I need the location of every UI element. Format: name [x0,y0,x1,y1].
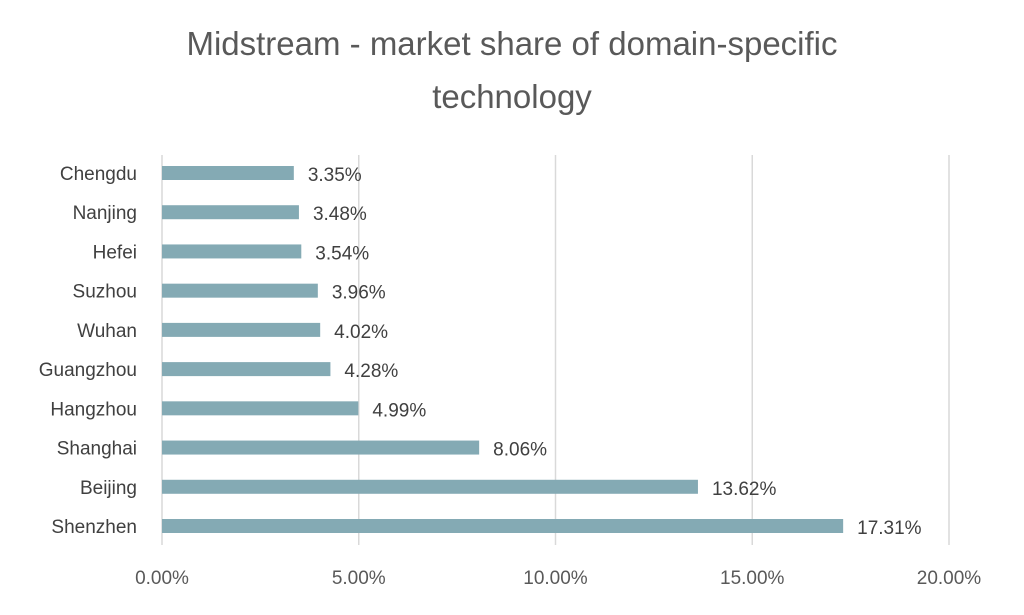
chart-title-line-2: technology [432,78,592,115]
y-category-label: Beijing [80,478,137,499]
bar-nanjing [162,205,299,220]
y-category-label: Hefei [93,242,137,263]
data-label: 17.31% [857,518,922,539]
y-category-label: Suzhou [73,282,137,303]
bar-shenzhen [162,519,844,533]
y-category-label: Wuhan [77,321,137,342]
bar-guangzhou [162,362,331,377]
data-label: 3.96% [332,283,386,304]
chart-title-line-1: Midstream - market share of domain-speci… [186,25,837,62]
data-label: 4.28% [344,361,398,382]
y-category-label: Shanghai [57,439,137,460]
bar-beijing [162,479,698,494]
y-category-label: Chengdu [60,164,137,185]
y-category-label: Shenzhen [51,517,137,538]
data-label: 13.62% [712,479,777,500]
bar-chengdu [162,166,294,180]
y-category-label: Guangzhou [39,360,137,381]
x-tick-label: 0.00% [135,568,189,589]
x-tick-label: 15.00% [720,568,785,589]
bar-hefei [162,244,302,259]
data-label: 3.54% [315,243,369,264]
data-label: 3.48% [313,204,367,225]
bar-shanghai [162,440,480,455]
data-label: 3.35% [308,165,362,186]
bar-hangzhou [162,401,359,416]
bar-suzhou [162,283,318,298]
x-tick-label: 10.00% [523,568,588,589]
x-tick-label: 5.00% [332,568,386,589]
y-category-label: Hangzhou [50,399,137,420]
data-label: 4.99% [372,400,426,421]
data-label: 4.02% [334,322,388,343]
x-tick-label: 20.00% [917,568,982,589]
bar-wuhan [162,322,321,337]
data-label: 8.06% [493,440,547,461]
y-category-label: Nanjing [73,203,137,224]
